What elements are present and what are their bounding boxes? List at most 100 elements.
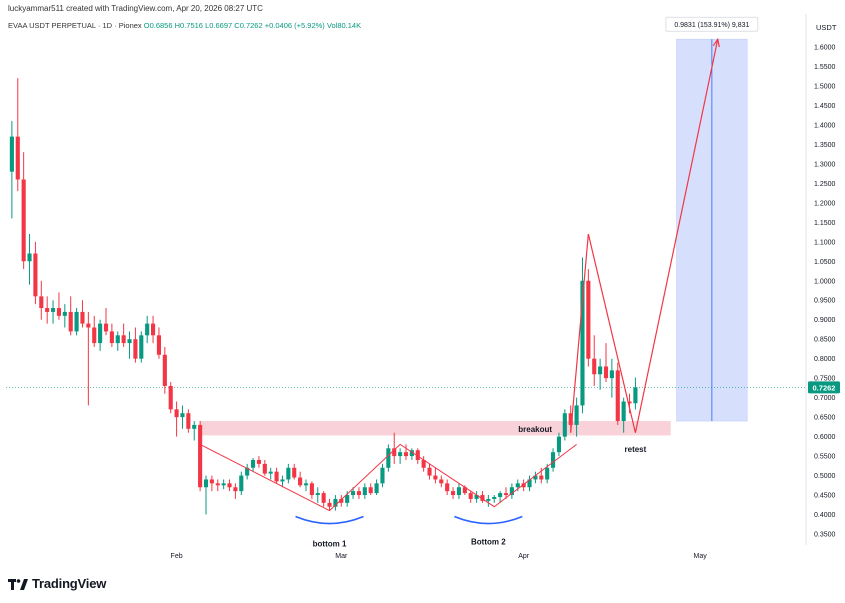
candle-body [498, 493, 503, 497]
symbol-name[interactable]: EVAA USDT PERPETUAL · 1D · Pionex [8, 21, 142, 30]
candle-body [456, 487, 461, 496]
candle-body [327, 502, 332, 507]
candle-body [27, 253, 32, 262]
y-tick-label: 1.4500 [814, 103, 836, 110]
candle-body [468, 493, 473, 499]
y-tick-label: 0.3500 [814, 532, 836, 539]
tradingview-logo[interactable]: TradingView [8, 576, 106, 591]
candle-body [374, 483, 379, 494]
candle-body [521, 483, 526, 488]
candle-body [9, 136, 14, 172]
candle-body [62, 311, 67, 316]
candle-body [274, 471, 279, 482]
close-value: C0.7262 [234, 21, 263, 30]
y-tick-label: 0.8500 [814, 337, 836, 344]
candle-body [415, 450, 420, 460]
candle-body [162, 354, 167, 386]
retest-label: retest [625, 445, 647, 454]
y-tick-label: 0.7500 [814, 376, 836, 383]
candle-body [586, 280, 591, 359]
candle-body [562, 413, 567, 437]
bottom-2-arc [454, 515, 523, 525]
candle-body [115, 335, 120, 344]
candle-body [174, 409, 179, 418]
candle-body [103, 323, 109, 332]
candle-body [345, 495, 350, 503]
candlestick-chart[interactable]: USDT 1.6000 1.5500 1.5000 1.4500 1.4000 1.3500… [0, 0, 845, 570]
tradingview-logo-text: TradingView [32, 576, 107, 591]
candle-body [215, 483, 220, 486]
candle-body [339, 498, 344, 503]
ohlc-legend: EVAA USDT PERPETUAL · 1D · Pionex O0.685… [8, 21, 361, 30]
candle-body [592, 358, 597, 375]
candle-body [192, 424, 197, 429]
candle-body [315, 493, 320, 496]
candle-body [80, 311, 85, 324]
candle-body [545, 467, 550, 480]
y-tick-label: 1.0000 [814, 278, 836, 285]
candle-body [574, 405, 579, 425]
breakout-label: breakout [518, 425, 552, 434]
candle-body [203, 479, 209, 488]
candle-body [133, 339, 138, 359]
candle-body [98, 323, 103, 344]
candle-body [398, 452, 403, 457]
candle-body [298, 477, 303, 486]
candle-body [86, 323, 91, 328]
y-tick-label: 1.1500 [814, 220, 836, 227]
candle-body [198, 424, 203, 488]
y-tick-label: 1.4000 [814, 122, 836, 129]
x-tick-label: Apr [518, 553, 530, 560]
candle-body [362, 487, 367, 496]
y-tick-label: 1.6000 [814, 45, 836, 52]
y-tick-label: 1.2000 [814, 200, 836, 207]
y-tick-label: 0.7000 [814, 395, 836, 402]
candle-body [45, 308, 50, 312]
y-tick-label: 1.2500 [814, 181, 836, 188]
y-tick-label: 0.6500 [814, 415, 836, 422]
candle-body [33, 253, 38, 297]
candle-body [239, 475, 244, 492]
target-label: 0.9831 (153.91%) 9,831 [674, 22, 749, 29]
bottom-1-label: bottom 1 [313, 540, 347, 549]
last-price-label: 0.7262 [813, 383, 836, 392]
currency-label: USDT [816, 23, 837, 32]
candle-body [321, 493, 326, 503]
candle-body [262, 463, 267, 474]
candle-body [56, 308, 61, 316]
candle-body [615, 370, 620, 422]
y-tick-label: 0.6000 [814, 434, 836, 441]
candle-body [439, 479, 444, 484]
candle-body [556, 436, 561, 453]
y-tick-label: 1.5500 [814, 64, 836, 71]
candle-body [92, 327, 97, 344]
candle-body [74, 311, 79, 332]
candle-body [68, 311, 73, 332]
y-tick-label: 0.9500 [814, 298, 836, 305]
candle-body [509, 487, 514, 496]
candle-body [333, 498, 338, 507]
candle-body [533, 475, 538, 480]
candle-body [462, 487, 467, 494]
candle-body [627, 401, 632, 404]
candle-body [109, 331, 114, 344]
candle-body [427, 467, 432, 476]
open-value: O0.6856 [143, 21, 173, 30]
candle-body [421, 459, 426, 468]
candle-body [233, 487, 238, 492]
x-tick-label: Feb [171, 553, 183, 560]
tradingview-logo-icon [8, 578, 28, 590]
candle-body [515, 483, 520, 488]
candle-body [39, 296, 44, 309]
candle-body [609, 370, 614, 379]
candle-body [21, 179, 26, 262]
x-tick-label: May [694, 553, 708, 560]
x-tick-label: Mar [335, 553, 348, 560]
y-tick-label: 0.8000 [814, 356, 836, 363]
volume-value: Vol80.14K [326, 21, 362, 30]
candle-body [403, 452, 409, 457]
candle-body [503, 493, 509, 496]
candle-body [139, 335, 144, 359]
candle-body [392, 448, 397, 457]
candle-body [356, 491, 361, 496]
